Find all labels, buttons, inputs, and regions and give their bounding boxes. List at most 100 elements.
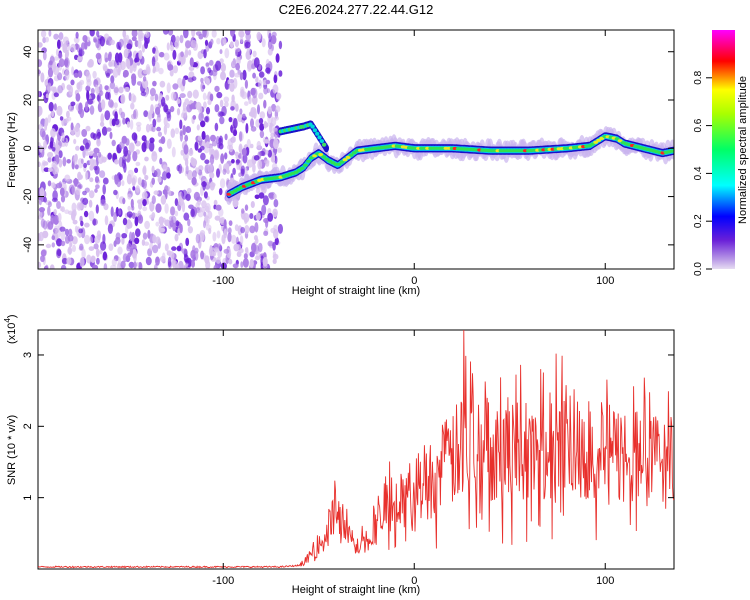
noise-blob bbox=[152, 80, 157, 87]
ridge-core bbox=[590, 142, 595, 146]
noise-blob bbox=[217, 249, 223, 258]
noise-blob bbox=[64, 174, 71, 182]
noise-blob bbox=[166, 42, 170, 51]
noise-blob bbox=[200, 250, 205, 260]
noise-blob bbox=[85, 149, 89, 156]
noise-blob bbox=[234, 151, 239, 157]
noise-blob bbox=[104, 110, 111, 121]
noise-blob bbox=[192, 170, 197, 179]
noise-blob bbox=[255, 187, 261, 194]
noise-blob bbox=[209, 172, 215, 179]
noise-blob bbox=[88, 190, 95, 199]
noise-blob bbox=[96, 30, 100, 37]
noise-blob bbox=[229, 41, 234, 48]
noise-blob bbox=[121, 236, 125, 245]
noise-blob bbox=[243, 253, 248, 260]
noise-blob bbox=[239, 235, 244, 246]
noise-blob bbox=[64, 118, 69, 124]
noise-blob bbox=[82, 197, 89, 205]
branch-core bbox=[321, 142, 327, 147]
noise-blob bbox=[171, 246, 177, 251]
colorbar-label: Normalized spectral amplitude bbox=[737, 76, 749, 224]
noise-blob bbox=[144, 220, 151, 230]
noise-blob bbox=[256, 31, 262, 41]
noise-blob bbox=[133, 261, 137, 269]
noise-blob bbox=[142, 79, 149, 89]
ridge-core bbox=[599, 136, 605, 140]
noise-blob bbox=[160, 136, 166, 145]
noise-blob bbox=[62, 42, 68, 53]
noise-blob bbox=[105, 91, 110, 100]
noise-blob bbox=[88, 199, 93, 208]
noise-blob bbox=[40, 255, 45, 263]
noise-blob bbox=[85, 142, 90, 150]
noise-blob bbox=[38, 198, 43, 206]
noise-blob bbox=[113, 102, 118, 109]
noise-blob bbox=[190, 39, 197, 49]
noise-blob bbox=[229, 69, 235, 78]
noise-blob bbox=[168, 189, 172, 197]
noise-blob bbox=[211, 140, 218, 147]
noise-blob bbox=[232, 263, 239, 269]
noise-blob bbox=[244, 247, 249, 254]
noise-blob bbox=[245, 123, 249, 134]
noise-blob bbox=[223, 228, 228, 239]
noise-blob bbox=[273, 74, 278, 84]
noise-blob bbox=[75, 93, 81, 102]
noise-blob bbox=[227, 79, 231, 85]
noise-blob bbox=[105, 72, 110, 78]
noise-blob bbox=[118, 208, 122, 216]
noise-blob bbox=[48, 60, 53, 66]
ridge-core bbox=[596, 138, 602, 142]
noise-blob bbox=[107, 53, 112, 62]
noise-blob bbox=[144, 40, 149, 49]
noise-blob bbox=[92, 152, 98, 158]
noise-blob bbox=[169, 69, 174, 77]
noise-blob bbox=[272, 208, 278, 218]
noise-blob bbox=[203, 220, 206, 229]
ridge-core bbox=[306, 159, 311, 163]
noise-blob bbox=[250, 126, 257, 132]
noise-blob bbox=[172, 49, 177, 60]
noise-blob bbox=[74, 126, 81, 138]
noise-blob bbox=[60, 264, 67, 269]
noise-blob bbox=[78, 203, 84, 210]
noise-blob bbox=[240, 35, 244, 44]
noise-blob bbox=[72, 209, 77, 217]
noise-blob bbox=[95, 39, 100, 49]
noise-blob bbox=[131, 30, 138, 38]
noise-blob bbox=[273, 199, 279, 208]
noise-blob bbox=[196, 196, 202, 202]
noise-blob bbox=[51, 197, 58, 203]
noise-blob bbox=[176, 245, 182, 252]
noise-blob bbox=[134, 57, 138, 63]
noise-blob bbox=[142, 179, 147, 189]
noise-blob bbox=[230, 106, 235, 111]
noise-blob bbox=[68, 184, 75, 195]
noise-blob bbox=[84, 101, 89, 112]
noise-blob bbox=[86, 70, 90, 78]
noise-blob bbox=[186, 187, 192, 194]
noise-blob bbox=[58, 150, 63, 159]
ridge-core bbox=[303, 163, 308, 167]
noise-blob bbox=[124, 86, 130, 92]
noise-blob bbox=[84, 234, 90, 245]
noise-blob bbox=[47, 82, 52, 92]
noise-blob bbox=[179, 93, 186, 99]
noise-blob bbox=[272, 84, 279, 94]
noise-blob bbox=[219, 178, 226, 189]
noise-blob bbox=[58, 32, 64, 41]
noise-blob bbox=[195, 101, 202, 111]
noise-blob bbox=[274, 116, 279, 121]
noise-blob bbox=[60, 231, 66, 241]
noise-blob bbox=[79, 145, 85, 151]
noise-blob bbox=[148, 141, 155, 152]
noise-blob bbox=[38, 69, 41, 75]
colorbar-tick-label: 0.8 bbox=[693, 70, 704, 84]
noise-blob bbox=[163, 52, 170, 61]
noise-blob bbox=[48, 30, 52, 37]
noise-blob bbox=[82, 190, 87, 196]
noise-blob bbox=[170, 215, 177, 224]
noise-blob bbox=[71, 66, 75, 76]
ridge-core bbox=[312, 154, 317, 158]
